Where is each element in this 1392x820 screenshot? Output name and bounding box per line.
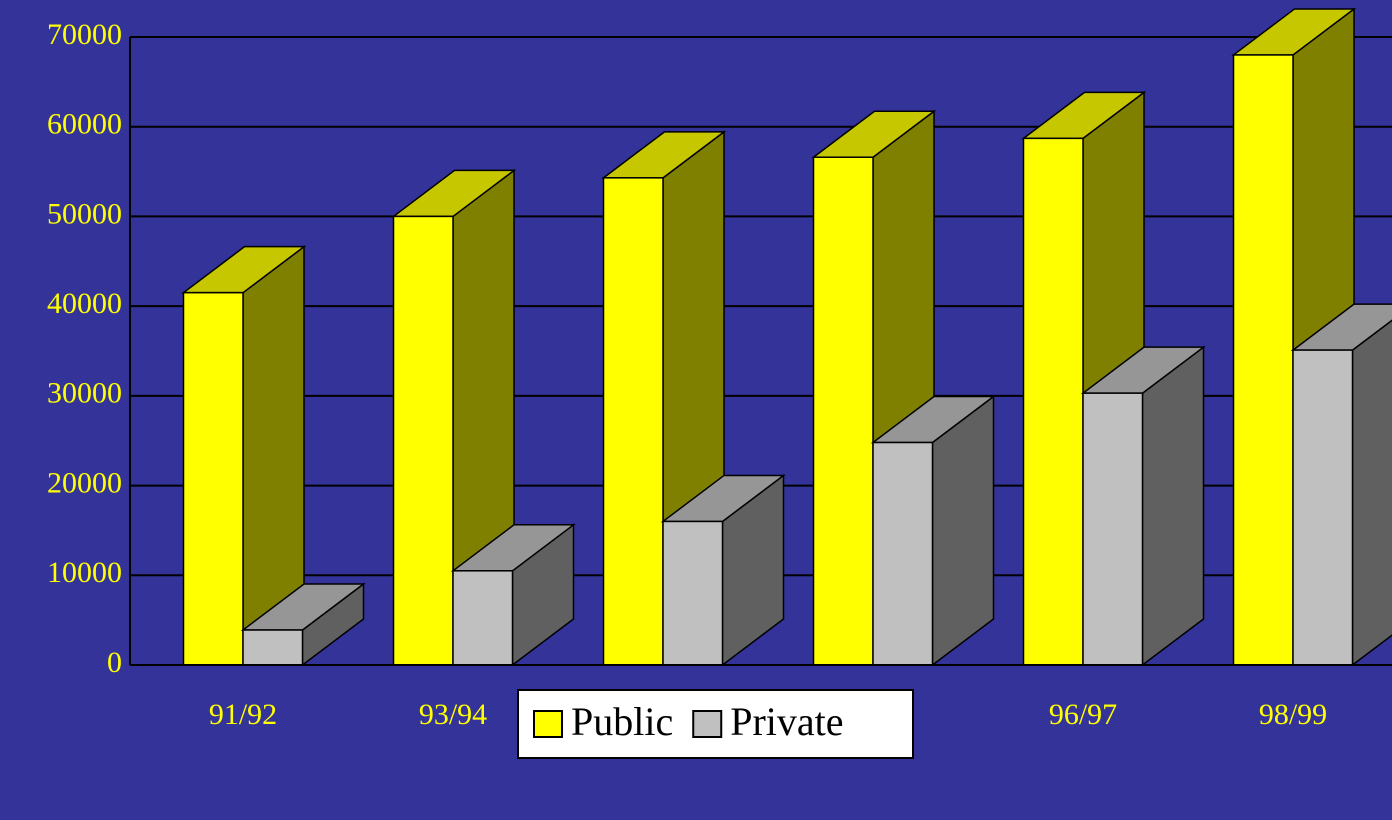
bar-front — [662, 520, 724, 666]
y-tick-label: 10000 — [47, 556, 122, 589]
legend: Public Private — [517, 689, 914, 759]
y-tick-label: 50000 — [47, 197, 122, 230]
bar-front — [1232, 54, 1294, 666]
bar — [450, 523, 576, 667]
y-tick-label: 30000 — [47, 377, 122, 410]
y-tick-label: 70000 — [47, 18, 122, 51]
legend-label: Private — [730, 699, 843, 744]
x-tick-label: 98/99 — [1259, 698, 1327, 731]
x-tick-label: 91/92 — [209, 698, 277, 731]
bar-front — [812, 156, 874, 666]
y-tick-label: 60000 — [47, 108, 122, 141]
bar — [601, 130, 727, 667]
bar-front — [452, 570, 514, 666]
bar-side — [1141, 345, 1205, 667]
bar-front — [1082, 392, 1144, 666]
y-tick-label: 0 — [107, 646, 122, 679]
bar-side — [931, 395, 995, 667]
bar-front — [242, 629, 304, 666]
x-tick-label: 96/97 — [1049, 698, 1117, 731]
y-tick-label: 40000 — [47, 287, 122, 320]
legend-swatch — [533, 710, 563, 738]
bar-front — [392, 215, 454, 666]
legend-label: Public — [571, 699, 673, 744]
bar — [1290, 303, 1392, 667]
bar-side — [1351, 319, 1392, 667]
bar — [240, 582, 366, 667]
bar-front — [602, 177, 664, 666]
bar-front — [872, 441, 934, 666]
bar — [1080, 345, 1206, 667]
x-tick-label: 93/94 — [419, 698, 487, 731]
y-tick-label: 20000 — [47, 466, 122, 499]
bar — [660, 473, 786, 667]
bar-front — [1292, 349, 1354, 666]
bar-front — [182, 291, 244, 666]
bar-front — [1022, 137, 1084, 666]
legend-swatch — [692, 710, 723, 738]
bar — [870, 395, 996, 667]
bar — [181, 245, 307, 667]
